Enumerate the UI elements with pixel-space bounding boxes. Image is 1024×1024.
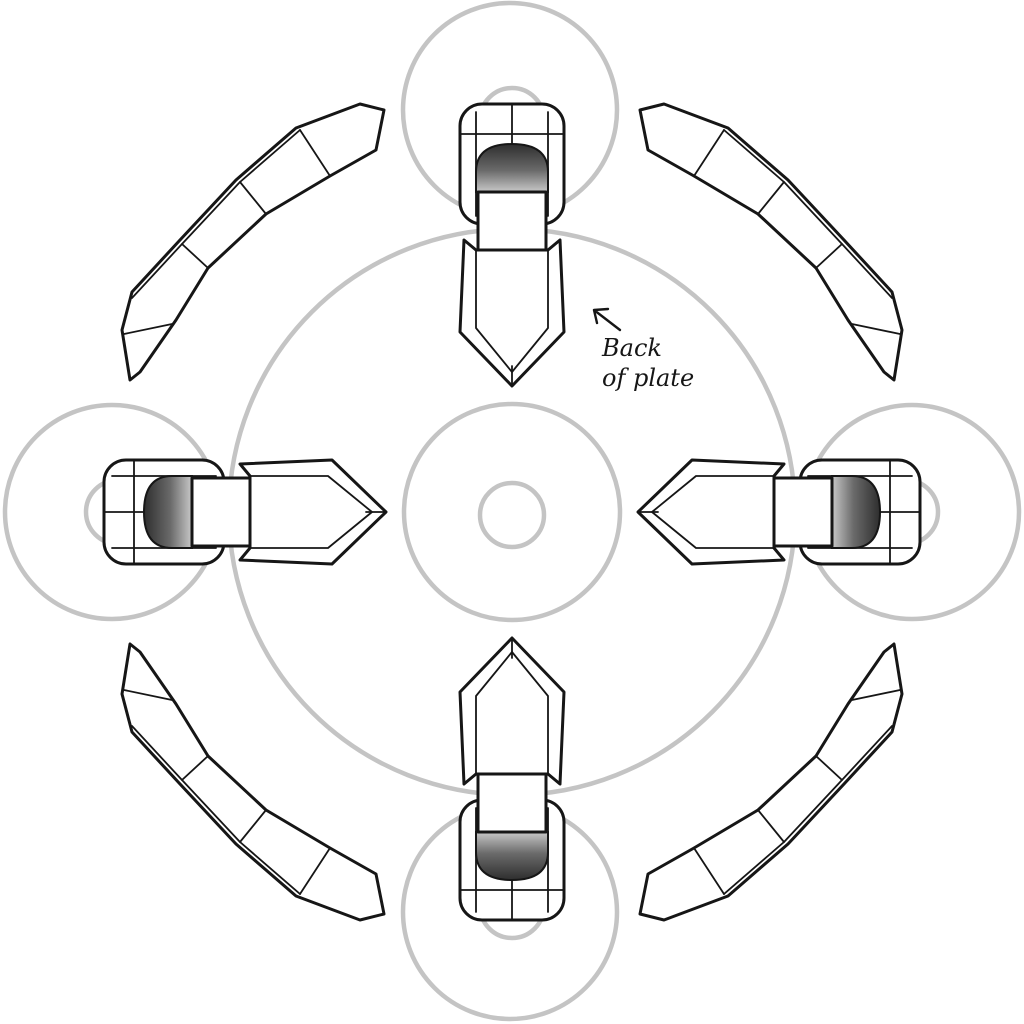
inner-hub-circle xyxy=(401,401,623,623)
center-hole-circle xyxy=(477,480,547,550)
annotation-line-2: of plate xyxy=(602,364,694,392)
mount-unit-top xyxy=(458,102,566,388)
arc-segment-top-right xyxy=(638,102,904,382)
annotation-line-1: Back xyxy=(601,334,662,362)
arc-segment-bottom-right xyxy=(638,642,904,922)
mount-unit-bottom xyxy=(458,636,566,922)
annotation: Back of plate xyxy=(592,307,694,392)
mount-unit-right xyxy=(636,458,922,566)
mount-unit-left xyxy=(102,458,388,566)
arrow-up-left-icon xyxy=(592,307,622,332)
arc-segment-top-left xyxy=(120,102,386,382)
arc-segment-bottom-left xyxy=(120,642,386,922)
